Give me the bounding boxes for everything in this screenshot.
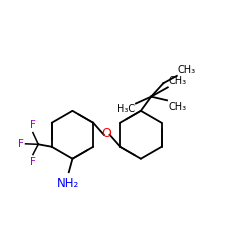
Text: H₃C: H₃C bbox=[117, 104, 135, 115]
Text: F: F bbox=[30, 120, 36, 130]
Text: CH₃: CH₃ bbox=[169, 76, 187, 86]
Text: F: F bbox=[30, 157, 36, 167]
Text: F: F bbox=[18, 139, 24, 149]
Text: CH₃: CH₃ bbox=[168, 102, 186, 112]
Text: CH₃: CH₃ bbox=[178, 65, 196, 75]
Text: NH₂: NH₂ bbox=[56, 176, 79, 190]
Text: O: O bbox=[102, 127, 112, 140]
